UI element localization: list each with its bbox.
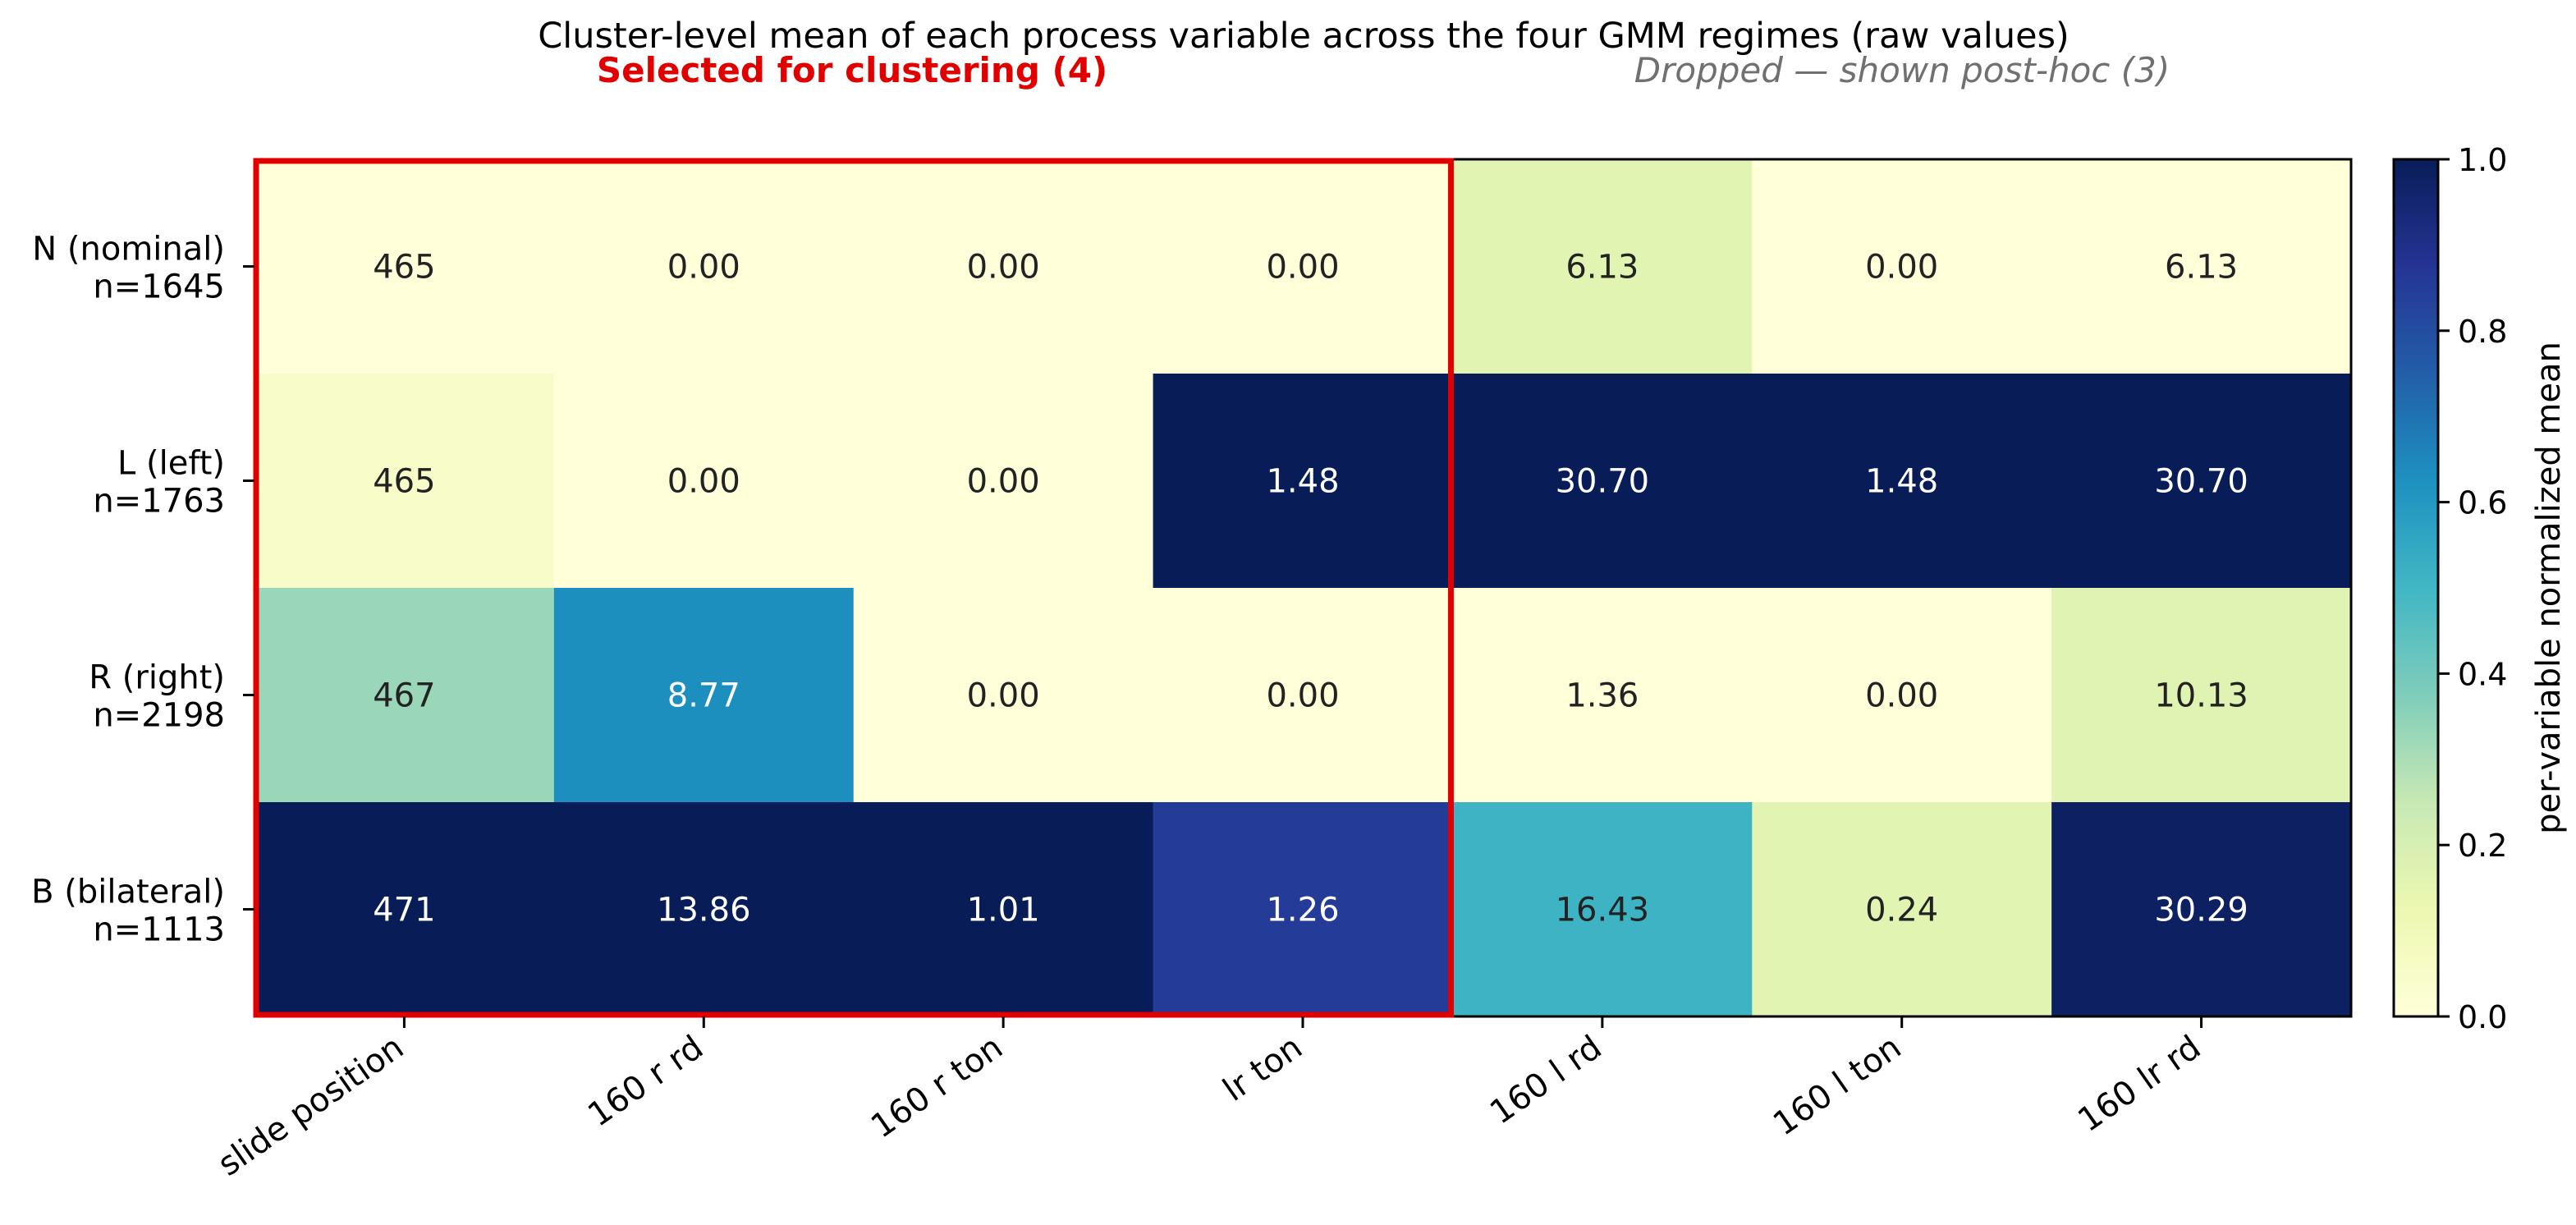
cell-value-label: 1.48 [1266, 463, 1339, 501]
colorbar-tick-label: 0.8 [2458, 314, 2507, 350]
heatmap-cell [1752, 588, 2052, 803]
y-tick-label: N (nominal) [32, 231, 225, 268]
heatmap-cell [1452, 159, 1753, 374]
heatmap-cells: 465 0.00 0.00 0.00 6.13 0.00 6.13 465 0.00 0.00 1.… [254, 159, 2352, 1017]
dropped-group-label: Dropped — shown post-hoc (3) [1634, 50, 2170, 90]
y-tick-label: n=1763 [93, 483, 225, 521]
heatmap-cell [254, 588, 555, 803]
cell-value-label: 6.13 [1565, 249, 1639, 287]
cell-value-label: 10.13 [2154, 677, 2248, 715]
cell-value-label: 0.00 [967, 463, 1040, 501]
heatmap-cell [2051, 374, 2352, 589]
heatmap-cell [553, 374, 855, 589]
y-tick-label: L (left) [117, 445, 225, 483]
cell-value-label: 1.36 [1565, 677, 1639, 715]
cell-value-label: 467 [373, 677, 435, 715]
cell-value-label: 30.70 [1556, 463, 1650, 501]
y-tick-label: B (bilateral) [31, 874, 225, 911]
heatmap-cell [1452, 588, 1753, 803]
heatmap-cell [553, 588, 855, 803]
heatmap-cell [254, 802, 555, 1017]
colorbar: 0.0 0.2 0.4 0.6 0.8 1.0 per-variable normaliz… [2392, 142, 2568, 1035]
colorbar-tick-label: 0.6 [2458, 485, 2507, 521]
x-axis: slide position 160 r rd 160 r ton lr ton 160… [211, 1016, 2207, 1184]
colorbar-gradient [2392, 158, 2440, 1018]
selected-region-box [253, 158, 1454, 1018]
heatmap-cell [553, 159, 855, 374]
cell-value-label: 0.00 [967, 677, 1040, 715]
x-tick-label: slide position [211, 1029, 410, 1184]
x-tick-label: 160 l ton [1767, 1029, 1909, 1144]
cell-value-label: 30.70 [2154, 463, 2248, 501]
heatmap-cell [1752, 802, 2052, 1017]
cell-value-label: 0.00 [967, 249, 1040, 287]
cell-value-label: 6.13 [2165, 249, 2238, 287]
heatmap-cell [1452, 802, 1753, 1017]
y-tick-label: n=1113 [93, 911, 225, 949]
y-tick-label: n=1645 [93, 268, 225, 306]
heatmap-cell [254, 374, 555, 589]
colorbar-tick-label: 0.0 [2458, 999, 2507, 1035]
heatmap-cell [2051, 159, 2352, 374]
y-tick-label: n=2198 [93, 697, 225, 735]
cell-value-label: 0.24 [1865, 892, 1938, 929]
cell-value-label: 465 [373, 249, 435, 287]
colorbar-label: per-variable normalized mean [2530, 342, 2568, 834]
heatmap-cell [254, 159, 555, 374]
colorbar-tick-label: 1.0 [2458, 142, 2507, 178]
heatmap-cell [2051, 588, 2352, 803]
cell-value-label: 0.00 [1266, 677, 1339, 715]
heatmap-cell [2051, 802, 2352, 1017]
cell-value-label: 0.00 [1266, 249, 1339, 287]
y-tick-label: R (right) [89, 659, 225, 697]
heatmap-cell [1153, 374, 1454, 589]
heatmap-cell [853, 374, 1154, 589]
cell-value-label: 30.29 [2154, 892, 2248, 929]
colorbar-tick-label: 0.2 [2458, 828, 2507, 864]
heatmap-cell [853, 802, 1154, 1017]
colorbar-tick-label: 0.4 [2458, 656, 2507, 692]
cell-value-label: 8.77 [667, 677, 740, 715]
cell-value-label: 13.86 [657, 892, 751, 929]
heatmap-cell [1752, 374, 2052, 589]
x-tick-label: 160 r rd [581, 1029, 710, 1135]
y-axis: N (nominal)n=1645 L (left)n=1763 R (right)… [31, 231, 254, 949]
chart-title: Cluster-level mean of each process varia… [538, 16, 2070, 57]
heatmap-cell [1452, 374, 1753, 589]
heatmap-cell [553, 802, 855, 1017]
cell-value-label: 471 [373, 892, 435, 929]
heatmap-cell [1153, 802, 1454, 1017]
cell-value-label: 0.00 [1865, 677, 1938, 715]
cell-value-label: 0.00 [667, 249, 740, 287]
cell-value-label: 1.01 [967, 892, 1040, 929]
heatmap-cell [853, 159, 1154, 374]
cell-value-label: 16.43 [1556, 892, 1650, 929]
colorbar-ticks: 0.0 0.2 0.4 0.6 0.8 1.0 [2438, 142, 2507, 1035]
heatmap-cell [1752, 159, 2052, 374]
heatmap-cell [1153, 159, 1454, 374]
cell-value-label: 0.00 [1865, 249, 1938, 287]
heatmap-cell [1153, 588, 1454, 803]
selected-group-label: Selected for clustering (4) [597, 50, 1107, 90]
heatmap-cell [853, 588, 1154, 803]
x-tick-label: 160 l rd [1483, 1029, 1609, 1132]
cell-value-label: 1.48 [1865, 463, 1938, 501]
cell-value-label: 1.26 [1266, 892, 1339, 929]
cell-value-label: 0.00 [667, 463, 740, 501]
x-tick-label: 160 lr rd [2071, 1029, 2207, 1140]
x-tick-label: lr ton [1217, 1029, 1309, 1109]
x-tick-label: 160 r ton [864, 1029, 1010, 1146]
cell-value-label: 465 [373, 463, 435, 501]
